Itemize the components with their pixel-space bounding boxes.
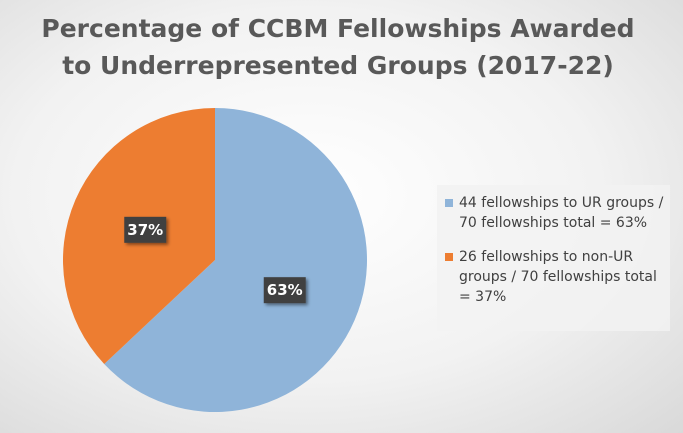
chart-title: Percentage of CCBM Fellowships Awarded	[41, 14, 634, 43]
legend: 44 fellowships to UR groups / 70 fellows…	[437, 185, 670, 331]
data-label: 63%	[267, 281, 303, 299]
legend-item: 26 fellowships to non-UR groups / 70 fel…	[445, 247, 664, 307]
legend-swatch	[445, 253, 453, 261]
legend-label: 26 fellowships to non-UR groups / 70 fel…	[459, 249, 657, 305]
pie-slice	[104, 108, 367, 412]
legend-label: 44 fellowships to UR groups / 70 fellows…	[459, 195, 664, 231]
data-label-box	[124, 216, 167, 243]
legend-swatch	[445, 199, 453, 207]
data-label-box	[263, 277, 306, 304]
data-label: 37%	[127, 221, 163, 239]
chart-title: to Underrepresented Groups (2017-22)	[62, 51, 614, 80]
legend-item: 44 fellowships to UR groups / 70 fellows…	[445, 193, 664, 233]
